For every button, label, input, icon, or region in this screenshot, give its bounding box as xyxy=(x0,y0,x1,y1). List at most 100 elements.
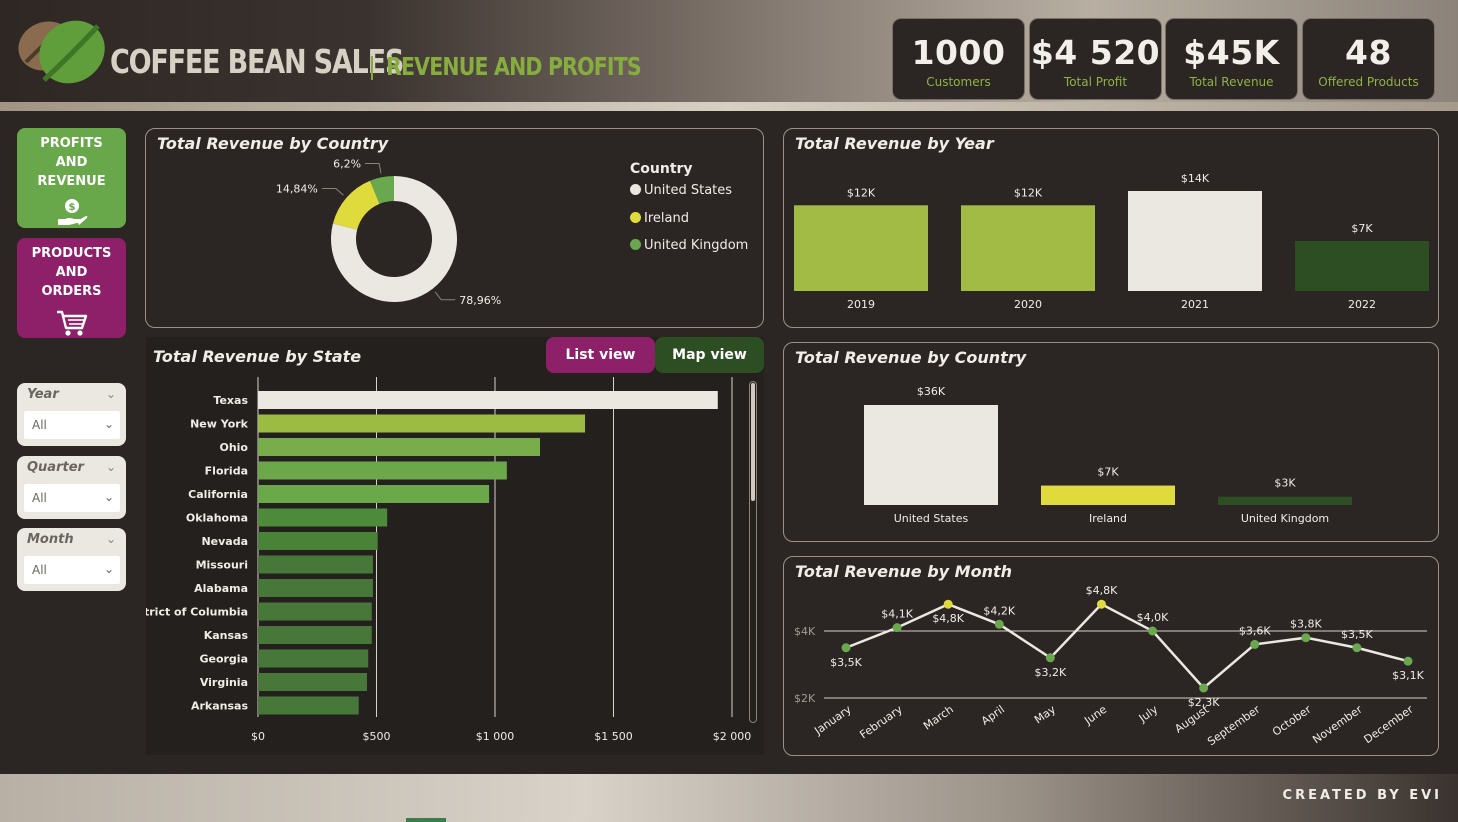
bar-data-label: $3K xyxy=(1274,477,1296,490)
kpi-label: Total Revenue xyxy=(1189,75,1274,89)
data-point-august xyxy=(1199,683,1209,693)
x-tick-label: March xyxy=(921,703,956,733)
point-data-label: $4,0K xyxy=(1137,611,1169,624)
x-tick-label: June xyxy=(1081,703,1109,728)
y-tick-label: Nevada xyxy=(201,535,248,548)
nav-button-profits-revenue[interactable]: PROFITS AND REVENUE $ xyxy=(17,128,126,228)
x-tick-label: January xyxy=(811,703,854,738)
map-view-button[interactable]: Map view xyxy=(655,337,764,373)
kpi-label: Total Profit xyxy=(1063,75,1128,89)
chevron-down-icon: ⌄ xyxy=(103,490,114,504)
legend-item-ireland[interactable]: Ireland xyxy=(630,211,689,226)
state-bar-chart: $0 $500 $1 000 $1 500 $2 000 Texas New York Ohi… xyxy=(146,377,752,743)
donut-slice-ireland xyxy=(332,180,380,230)
y-tick-label: Oklahoma xyxy=(186,512,248,525)
scrollbar[interactable] xyxy=(749,381,757,723)
bar-data-label: $7K xyxy=(1351,222,1373,235)
month-dropdown[interactable]: All ⌄ xyxy=(24,556,120,584)
leader-line xyxy=(365,162,382,174)
nav-button-products-orders[interactable]: PRODUCTS AND ORDERS xyxy=(17,238,126,338)
donut-data-label: 6,2% xyxy=(333,157,361,170)
x-tick-label: 2020 xyxy=(1014,298,1042,311)
list-view-button[interactable]: List view xyxy=(546,337,655,373)
legend-dot xyxy=(630,184,641,195)
y-tick-label: Alabama xyxy=(194,582,248,595)
state-bar-california xyxy=(258,485,490,503)
data-point-october xyxy=(1301,633,1311,643)
chevron-down-icon: ⌄ xyxy=(103,562,114,576)
y-tick-label: Missouri xyxy=(196,559,248,572)
page-tab-indicator[interactable] xyxy=(406,818,446,822)
kpi-card-customers: 1000 Customers xyxy=(892,18,1025,100)
legend-item-united-states[interactable]: United States xyxy=(630,183,732,198)
legend-label: United States xyxy=(644,183,733,198)
footer-credit: CREATED BY EVI xyxy=(1282,788,1442,803)
x-tick-label: October xyxy=(1270,703,1314,739)
revenue-line xyxy=(845,602,1409,690)
year-dropdown[interactable]: All ⌄ xyxy=(24,411,120,439)
country-bar-chart: $36K United States $7K Ireland $3K United Kin… xyxy=(864,385,1352,525)
data-point-february xyxy=(892,623,902,633)
header-divider xyxy=(0,102,1458,111)
kpi-value: 48 xyxy=(1345,33,1392,72)
x-tick-label: $2 000 xyxy=(713,730,752,743)
chart-title: Total Revenue by Country xyxy=(795,348,1027,367)
point-data-label: $3,5K xyxy=(830,656,862,669)
data-point-november xyxy=(1352,643,1362,653)
chevron-down-icon[interactable]: ⌄ xyxy=(105,387,116,401)
y-tick-label: District of Columbia xyxy=(146,606,248,619)
shopping-cart-icon xyxy=(56,310,87,336)
state-bar-arkansas xyxy=(258,696,359,715)
legend-label: Ireland xyxy=(644,211,689,226)
slicer-title: Month xyxy=(27,532,74,547)
x-tick-label: United Kingdom xyxy=(1241,512,1329,525)
x-tick-label: United States xyxy=(894,512,969,525)
month-line-chart: $2K $4K $3,5K January $4,1K February $4,8K Marc… xyxy=(794,584,1427,748)
slicer-quarter: Quarter ⌄ All ⌄ xyxy=(17,456,126,519)
chart-title: Total Revenue by Year xyxy=(795,134,994,153)
data-point-september xyxy=(1250,639,1260,649)
state-bar-georgia xyxy=(258,649,369,668)
legend-item-united-kingdom[interactable]: United Kingdom xyxy=(630,238,748,253)
data-point-march xyxy=(943,599,953,609)
donut-chart: 78,96% 14,84% 6,2% xyxy=(276,157,501,306)
country-bar-ireland xyxy=(1041,485,1175,505)
dashboard-subtitle: REVENUE AND PROFITS xyxy=(386,52,642,81)
state-bar-district-of-columbia xyxy=(258,602,372,621)
scrollbar-thumb[interactable] xyxy=(751,383,755,501)
bar-data-label: $12K xyxy=(847,186,876,199)
x-tick-label: July xyxy=(1136,703,1161,726)
chevron-down-icon[interactable]: ⌄ xyxy=(105,532,116,546)
state-bar-new-york xyxy=(258,414,586,433)
data-point-june xyxy=(1096,599,1106,609)
x-tick-label: 2022 xyxy=(1348,298,1376,311)
state-bar-texas xyxy=(258,391,718,409)
y-tick-label: Virginia xyxy=(200,676,248,689)
month-chart-panel: Total Revenue by Month $2K $4K $3,5K Januar… xyxy=(783,556,1439,756)
title-separator xyxy=(371,56,373,80)
x-tick-label: February xyxy=(857,703,905,742)
dropdown-value: All xyxy=(32,563,47,577)
donut-chart-panel: Total Revenue by Country 78,96% 14,84% 6,2… xyxy=(145,128,764,328)
point-data-label: $3,2K xyxy=(1035,666,1067,679)
year-bar-2022 xyxy=(1295,241,1429,291)
y-tick-label: Ohio xyxy=(219,441,248,454)
year-bar-2021 xyxy=(1128,191,1262,291)
chart-title: Total Revenue by Month xyxy=(795,562,1012,581)
state-bar-kansas xyxy=(258,626,372,644)
chevron-down-icon: ⌄ xyxy=(103,417,114,431)
data-point-may xyxy=(1045,653,1055,663)
donut-slice-united-states xyxy=(331,176,457,302)
point-data-label: $3,6K xyxy=(1239,624,1271,637)
svg-text:$: $ xyxy=(68,202,75,213)
quarter-dropdown[interactable]: All ⌄ xyxy=(24,484,120,512)
legend-title: Country xyxy=(630,161,693,177)
data-point-december xyxy=(1403,656,1413,666)
year-bar-2020 xyxy=(961,205,1095,291)
data-point-january xyxy=(841,643,851,653)
x-tick-label: $1 500 xyxy=(594,730,633,743)
y-tick-label: California xyxy=(188,488,248,501)
chevron-down-icon[interactable]: ⌄ xyxy=(105,460,116,474)
y-tick-label: New York xyxy=(190,418,249,431)
slicer-year: Year ⌄ All ⌄ xyxy=(17,383,126,446)
